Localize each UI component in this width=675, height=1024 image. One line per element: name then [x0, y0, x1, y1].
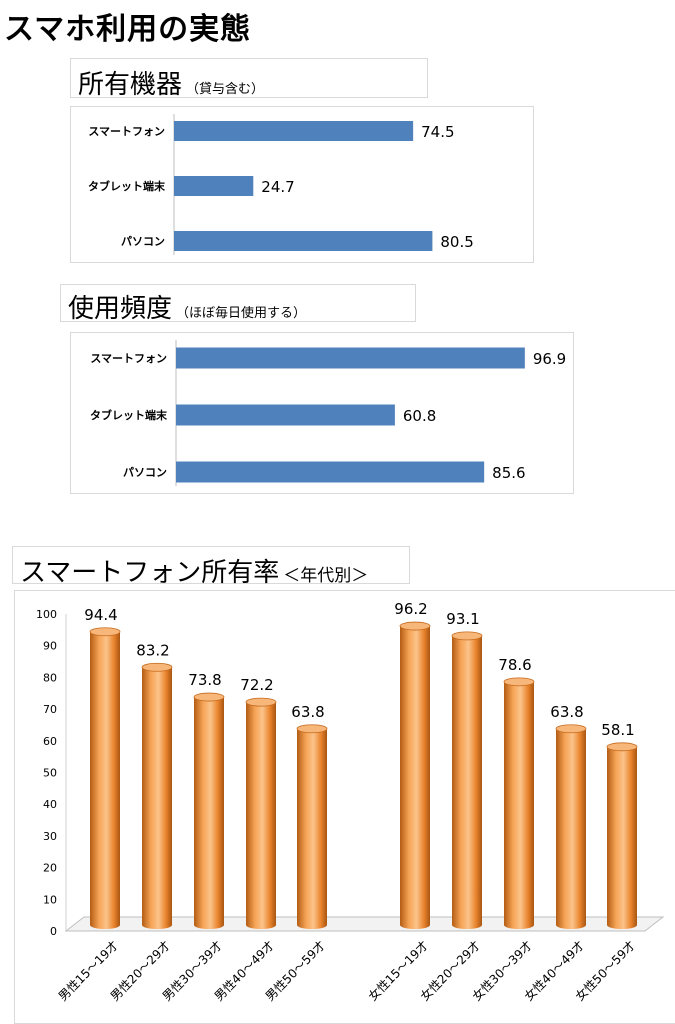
frequency-title-box — [60, 284, 416, 322]
frequency-chart-frame — [70, 332, 574, 494]
age-title-text: スマートフォン所有率 — [20, 558, 280, 588]
ownership-title-text: 所有機器 — [78, 70, 183, 100]
frequency-subtitle: （ほぼ毎日使用する） — [176, 306, 307, 321]
frequency-title-text: 使用頻度 — [68, 294, 173, 324]
age-title: スマートフォン所有率 ＜年代別＞ — [20, 552, 368, 589]
ownership-title: 所有機器 （貸与含む） — [78, 64, 264, 101]
ownership-subtitle: （貸与含む） — [186, 82, 265, 97]
ownership-title-box — [70, 58, 428, 98]
age-title-box — [12, 546, 410, 584]
page-title: スマホ利用の実態 — [4, 12, 252, 47]
age-chart-frame — [14, 590, 675, 1024]
ownership-chart-frame — [70, 106, 534, 263]
frequency-title: 使用頻度 （ほぼ毎日使用する） — [68, 288, 306, 325]
age-subtitle: ＜年代別＞ — [283, 566, 369, 586]
